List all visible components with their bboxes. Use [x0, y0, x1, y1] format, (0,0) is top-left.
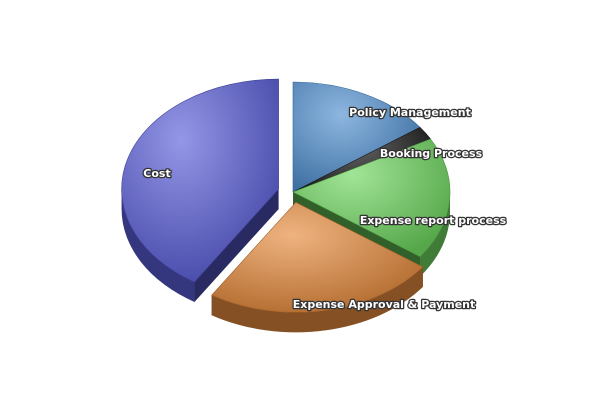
pie-slice-outer-wall: [420, 192, 451, 277]
pie-slice-outer-wall: [121, 189, 195, 302]
pie-tops-layer: [121, 78, 451, 313]
pie-label-expense-approval-payment: Expense Approval & Payment: [293, 298, 476, 311]
pie-slice-outer-wall: [211, 266, 423, 333]
pie-slice-expense-report-process: [292, 138, 451, 258]
pie-slice-policy-management: [292, 81, 421, 193]
pie-slice-expense-approval-payment: [211, 201, 424, 313]
pie-label-cost: Cost: [143, 167, 170, 180]
pie-label-expense-report-process: Expense report process: [360, 214, 507, 227]
pie-label-policy-management: Policy Management: [349, 106, 471, 119]
pie-labels-layer: Policy Management Booking Process Expense …: [142, 105, 508, 313]
pie-slice-edge-wall: [194, 189, 279, 302]
pie-label-booking-process: Booking Process: [380, 147, 483, 160]
pie-slice-side-cost: [121, 189, 279, 302]
pie-slice-cost: [121, 78, 279, 283]
